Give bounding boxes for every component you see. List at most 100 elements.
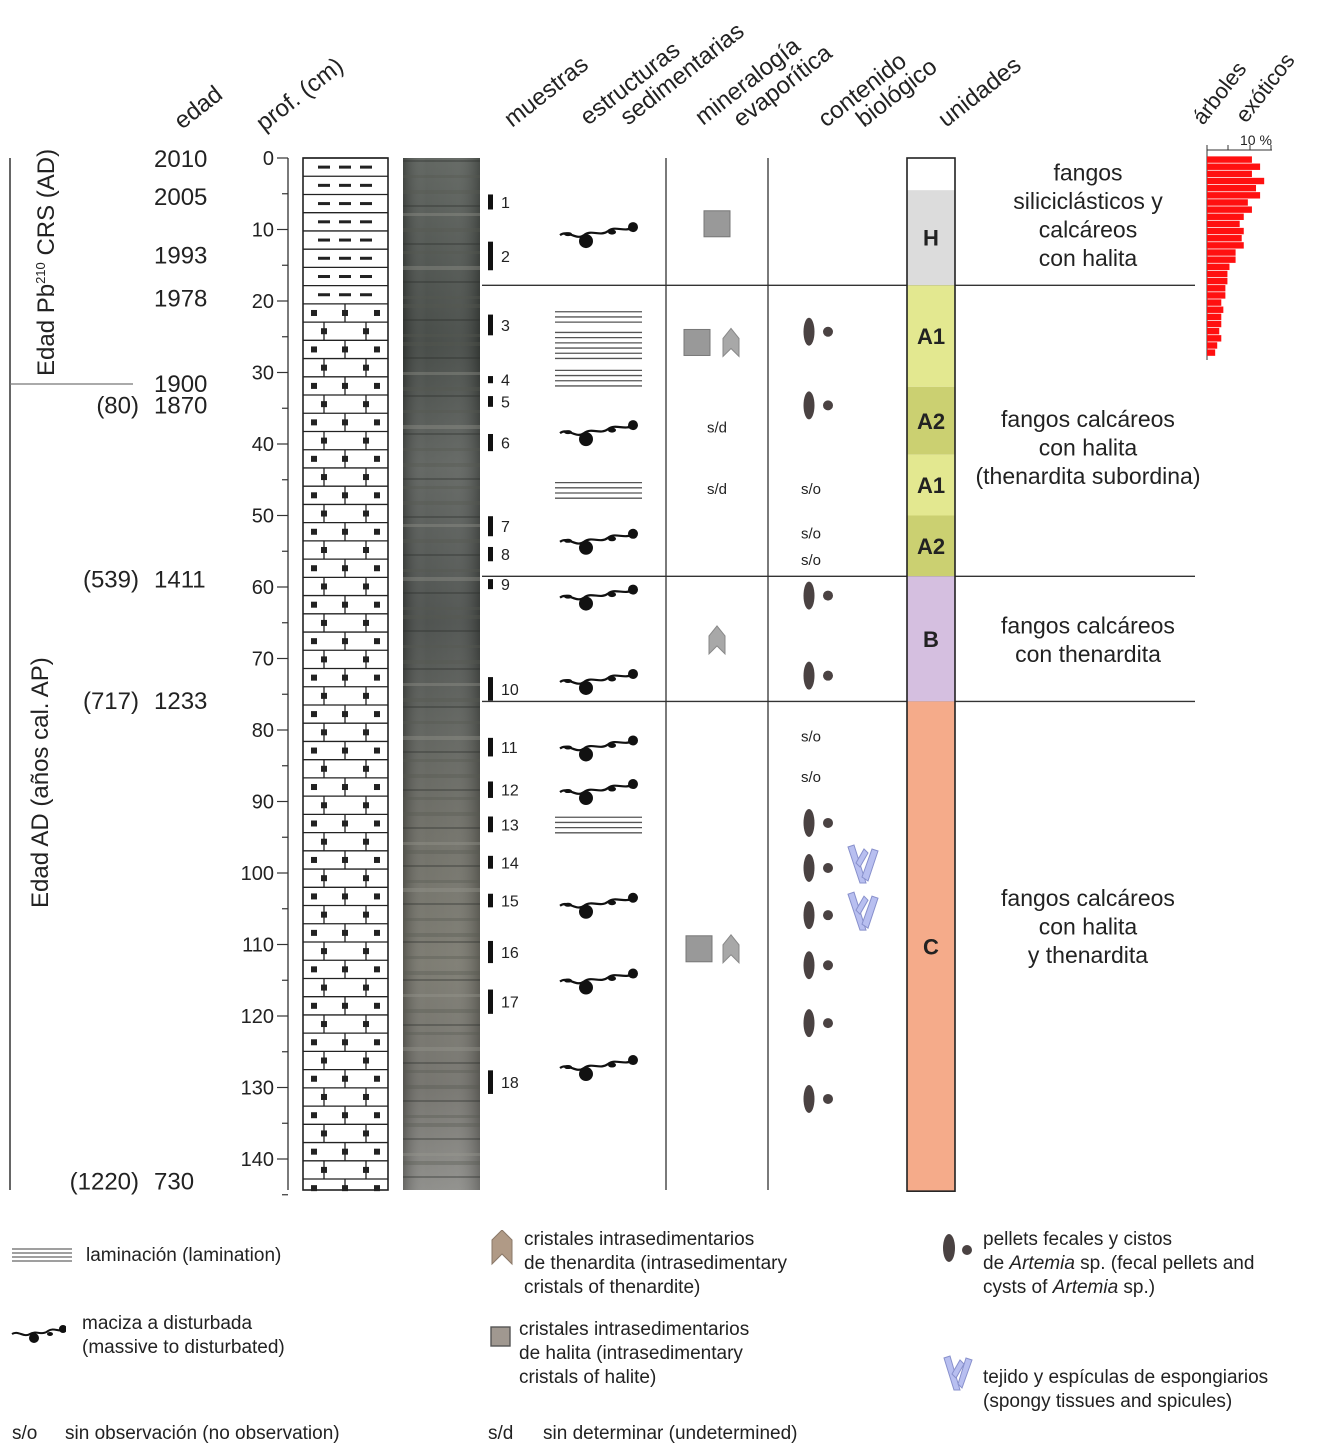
mud-symbol: [360, 238, 372, 242]
carbonate-symbol: [321, 437, 327, 444]
carbonate-symbol: [342, 382, 348, 389]
unit-label: A2: [917, 409, 945, 434]
carbonate-symbol: [374, 346, 380, 353]
pollen-bar: [1207, 235, 1242, 242]
carbonate-symbol: [311, 893, 317, 900]
thenardite-legend-text: cristales intrasedimentarios de thenardi…: [524, 1229, 787, 1298]
core-band: [403, 698, 480, 702]
carbonate-symbol: [363, 401, 369, 408]
fecal-pellet-icon: [803, 581, 815, 610]
carbonate-symbol: [342, 1185, 348, 1192]
carbonate-symbol: [311, 455, 317, 462]
massive-blob: [628, 892, 638, 903]
massive-blob: [564, 430, 572, 435]
depth-tick-label: 140: [241, 1149, 274, 1171]
mud-symbol: [360, 165, 372, 169]
pollen-bar: [1207, 299, 1222, 306]
mud-symbol: [339, 202, 351, 206]
core-band: [403, 706, 480, 708]
depth-tick-label: 130: [241, 1078, 274, 1100]
carbonate-symbol: [311, 1075, 317, 1082]
massive-blob: [579, 747, 593, 762]
massive-blob: [564, 678, 572, 683]
core-band: [403, 751, 480, 753]
artemia-cyst-icon: [823, 670, 833, 681]
carbonate-symbol: [363, 875, 369, 882]
carbonate-symbol: [342, 601, 348, 608]
sample-bar: [488, 677, 493, 701]
halite-icon: [703, 210, 731, 238]
massive-blob: [564, 745, 572, 750]
carbonate-symbol: [342, 565, 348, 572]
carbonate-symbol: [363, 765, 369, 772]
pollen-bar: [1207, 335, 1222, 342]
mud-symbol: [318, 238, 330, 242]
sample-bar: [488, 737, 493, 757]
fecal-pellet-icon: [803, 1009, 815, 1038]
carbonate-symbol: [374, 893, 380, 900]
core-band: [403, 501, 480, 505]
age-label: 1411: [154, 566, 206, 593]
pollen-bar: [1207, 327, 1220, 335]
carbonate-symbol: [374, 419, 380, 426]
fecal-pellet-icon: [803, 317, 815, 346]
massive-blob: [628, 420, 638, 431]
core-band: [403, 395, 480, 397]
carbonate-symbol: [363, 948, 369, 955]
carbonate-symbol: [342, 966, 348, 973]
pollen-bar: [1207, 184, 1257, 192]
carbonate-symbol: [374, 784, 380, 791]
unit-block: [907, 158, 955, 191]
sponge-spicule: [855, 848, 869, 868]
sponge-spicule: [861, 895, 879, 929]
massive-line: [559, 1059, 635, 1071]
carbonate-symbol: [374, 856, 380, 863]
depth-tick-label: 0: [263, 148, 274, 170]
core-band: [403, 387, 480, 391]
carbonate-symbol: [321, 364, 327, 371]
core-band: [403, 319, 480, 321]
depth-tick-label: 90: [252, 792, 274, 814]
carbonate-symbol: [342, 419, 348, 426]
massive-legend-icon: [11, 1325, 66, 1343]
carbonate-symbol: [311, 382, 317, 389]
carbonate-symbol: [363, 474, 369, 481]
massive-blob: [608, 427, 616, 433]
lamination-legend-icon: [12, 1248, 72, 1262]
sd-legend-text: sin determinar (undetermined): [543, 1423, 798, 1444]
carbonate-symbol: [363, 692, 369, 699]
unit-label: A1: [917, 473, 945, 498]
sample-label: 9: [501, 577, 510, 594]
sample-label: 15: [501, 894, 519, 911]
carbonate-symbol: [311, 1185, 317, 1192]
carbonate-symbol: [342, 820, 348, 827]
carbonate-symbol: [311, 601, 317, 608]
artemia-cyst-icon: [823, 400, 833, 411]
carbonate-symbol: [321, 838, 327, 845]
units-frame: [906, 157, 956, 1192]
mud-symbol: [339, 293, 351, 297]
core-band: [403, 660, 480, 664]
massive-line: [559, 783, 635, 795]
pollen-bar: [1207, 263, 1230, 271]
carbonate-symbol: [374, 455, 380, 462]
core-band: [403, 736, 480, 740]
core-band: [403, 759, 480, 762]
mud-symbol: [360, 275, 372, 279]
core-band: [403, 607, 480, 610]
carbonate-symbol: [374, 309, 380, 316]
carbonate-symbol: [321, 875, 327, 882]
mud-symbol: [339, 165, 351, 169]
core-band: [403, 630, 480, 632]
pb210-age-label: Edad Pb210 CRS (AD): [33, 149, 60, 376]
carbonate-symbol: [374, 966, 380, 973]
massive-line: [559, 672, 635, 685]
carbonate-symbol: [363, 619, 369, 626]
age-label: 1978: [154, 285, 207, 312]
age-axis: Edad Pb210 CRS (AD) Edad AD (años cal. A…: [9, 146, 207, 1195]
massive-blob: [564, 902, 572, 907]
carbonate-symbol: [321, 802, 327, 809]
core-band: [403, 827, 480, 829]
massive-blob: [608, 592, 616, 598]
age-bp-label: (80): [96, 393, 139, 420]
